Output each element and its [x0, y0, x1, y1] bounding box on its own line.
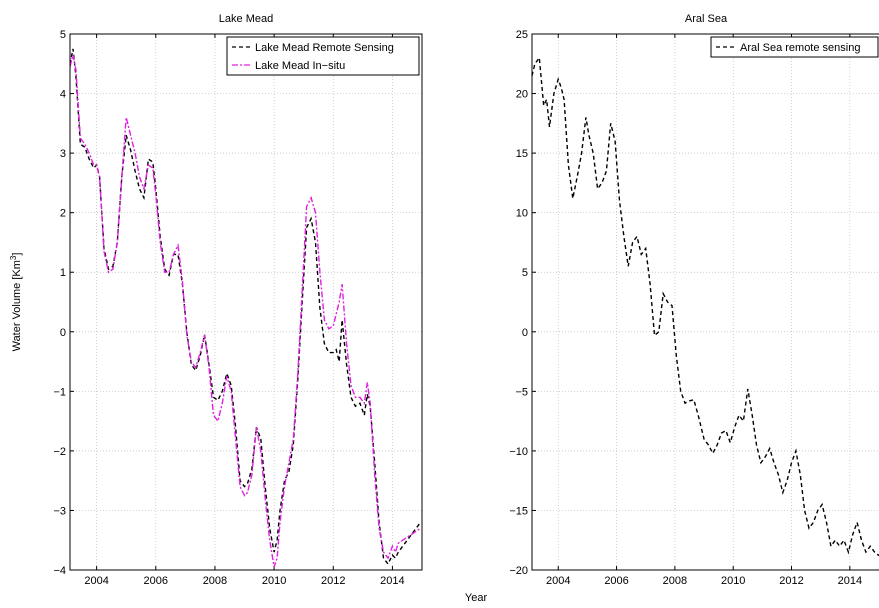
lake-mead-title: Lake Mead	[219, 13, 273, 25]
lake-mead-legend-label-remote: Lake Mead Remote Sensing	[255, 42, 394, 54]
aral-sea-legend: Aral Sea remote sensing	[710, 36, 879, 58]
aral-sea-y-tick-label: 0	[522, 327, 528, 339]
lake-mead-legend: Lake Mead Remote Sensing Lake Mead In−si…	[226, 36, 420, 76]
lake-mead-y-tick-label: −2	[53, 446, 66, 458]
aral-sea-panel: Aral Sea 2004 2006 2008 2010 2012 2014−20−15−…	[509, 13, 879, 587]
aral-sea-ticks: 2004 2006 2008 2010 2012 2014 −20 −15 −10 −5 0 5 10 1…	[509, 29, 862, 587]
aral-sea-x-tick-label: 2008	[663, 575, 687, 587]
aral-sea-y-tick-label: −5	[515, 386, 528, 398]
aral-sea-title: Aral Sea	[685, 13, 728, 25]
lake-mead-x-tick-label: 2004	[84, 575, 108, 587]
aral-sea-y-tick-label: 25	[516, 29, 528, 41]
aral-sea-grid	[532, 34, 879, 570]
lake-mead-y-tick-label: 2	[60, 208, 66, 220]
lake-mead-ticks: 2004 2006 2008 2010 2012 2014 −4 −3 −2 −1 0 1 2 3 4 5	[53, 29, 404, 587]
aral-sea-y-tick-label: 20	[516, 89, 528, 101]
aral-sea-x-tick-label: 2006	[604, 575, 628, 587]
shared-x-axis-label: Year	[465, 592, 488, 604]
lake-mead-y-tick-label: −4	[53, 565, 66, 577]
lake-mead-y-tick-label: 4	[60, 89, 66, 101]
aral-sea-x-tick-label: 2012	[779, 575, 803, 587]
aral-sea-series-line-1	[532, 55, 879, 557]
lake-mead-x-tick-label: 2014	[380, 575, 404, 587]
lake-mead-y-tick-label: 0	[60, 327, 66, 339]
lake-mead-y-tick-label: 5	[60, 29, 66, 41]
lake-mead-legend-box	[226, 36, 420, 76]
lake-mead-grid	[70, 34, 422, 570]
lake-mead-y-tick-label: −3	[53, 505, 66, 517]
aral-sea-y-tick-label: −20	[509, 565, 528, 577]
aral-sea-legend-box	[710, 36, 879, 58]
lake-mead-x-tick-label: 2006	[144, 575, 168, 587]
shared-y-axis-label: Water Volume [Km3]	[9, 253, 23, 352]
aral-sea-y-tick-label: 10	[516, 208, 528, 220]
aral-sea-y-tick-label: −15	[509, 505, 528, 517]
lake-mead-series-line-2	[70, 54, 421, 568]
aral-sea-x-tick-label: 2014	[838, 575, 862, 587]
aral-sea-y-tick-label: −10	[509, 446, 528, 458]
lake-mead-x-tick-label: 2010	[262, 575, 286, 587]
lake-mead-x-tick-label: 2008	[203, 575, 227, 587]
lake-mead-panel: Lake Mead 2004 2006 2008 2010 2012 2014−4−3−2…	[53, 13, 423, 587]
lake-mead-series-line-1	[70, 48, 422, 566]
aral-sea-legend-label: Aral Sea remote sensing	[740, 42, 860, 54]
aral-sea-axes-frame	[531, 33, 879, 571]
lake-mead-y-tick-label: 1	[60, 267, 66, 279]
aral-sea-series-group	[532, 55, 879, 557]
lake-mead-axes-frame	[69, 33, 423, 571]
lake-mead-x-tick-label: 2012	[321, 575, 345, 587]
aral-sea-y-tick-label: 5	[522, 267, 528, 279]
aral-sea-y-tick-label: 15	[516, 148, 528, 160]
lake-mead-y-tick-label: −1	[53, 386, 66, 398]
aral-sea-x-tick-label: 2004	[546, 575, 570, 587]
lake-mead-y-tick-label: 3	[60, 148, 66, 160]
aral-sea-x-tick-label: 2010	[721, 575, 745, 587]
lake-mead-legend-label-insitu: Lake Mead In−situ	[255, 60, 345, 72]
lake-mead-series-group	[70, 48, 422, 568]
